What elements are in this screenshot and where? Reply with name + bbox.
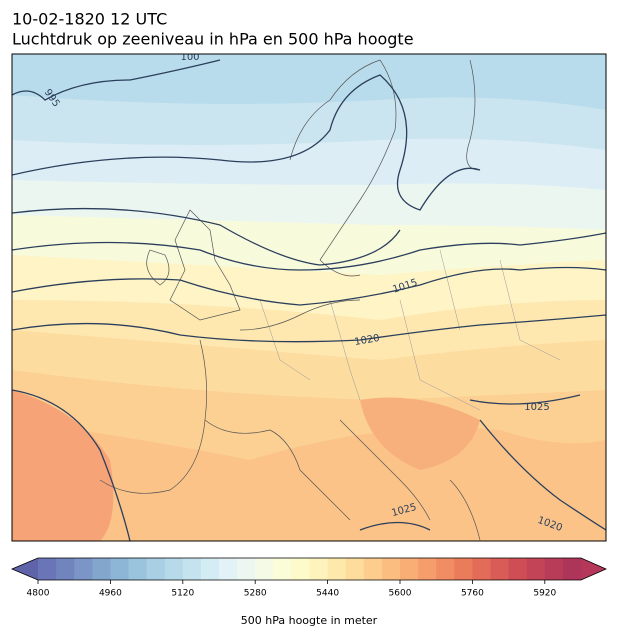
colorbar-tick-label: 4960 <box>99 589 122 599</box>
colorbar-bin <box>110 558 129 580</box>
colorbar-bin <box>255 558 274 580</box>
colorbar-bin <box>454 558 473 580</box>
colorbar-tick-label: 5440 <box>316 589 339 599</box>
colorbar-bin <box>219 558 238 580</box>
colorbar-bin <box>436 558 455 580</box>
colorbar-label: 500 hPa hoogte in meter <box>241 614 378 627</box>
colorbar-bin <box>182 558 202 580</box>
colorbar-bin <box>128 558 148 580</box>
colorbar-bin <box>273 558 292 580</box>
colorbar-bin <box>291 558 310 580</box>
colorbar-tick-label: 5280 <box>244 589 267 599</box>
map: 100 995 1015 1020 1025 1025 1020 <box>12 52 606 541</box>
colorbar-bin <box>418 558 437 580</box>
colorbar-bin <box>38 558 57 580</box>
colorbar-bin <box>363 558 383 580</box>
colorbar-tick-label: 4800 <box>27 589 50 599</box>
colorbar-bin <box>164 558 184 580</box>
title: 10-02-1820 12 UTC <box>12 10 167 29</box>
colorbar-bin <box>56 558 75 580</box>
colorbar-bin <box>237 558 256 580</box>
colorbar-tick-label: 5760 <box>461 589 484 599</box>
colorbar-bin <box>146 558 166 580</box>
map-frame <box>11 53 607 542</box>
isobar-label: 100 <box>180 52 199 63</box>
colorbar-under <box>12 558 38 580</box>
isobar-label: 1025 <box>524 402 549 413</box>
colorbar-bin <box>526 558 546 580</box>
isobar-label: 1020 <box>354 333 381 348</box>
colorbar-bin <box>472 558 491 580</box>
colorbar-bin <box>490 558 510 580</box>
colorbar-over <box>581 558 606 580</box>
colorbar-bin <box>200 558 220 580</box>
colorbar-bin <box>345 558 365 580</box>
colorbar-bin <box>508 558 528 580</box>
colorbar-bin <box>327 558 347 580</box>
subtitle: Luchtdruk op zeeniveau in hPa en 500 hPa… <box>12 30 414 49</box>
colorbar-bin <box>92 558 111 580</box>
colorbar-bin <box>381 558 401 580</box>
colorbar-tick-label: 5120 <box>171 589 194 599</box>
colorbar: 4800 4960 5120 5280 5440 5600 5760 5920 <box>10 557 607 599</box>
colorbar-bin <box>74 558 93 580</box>
colorbar-bin <box>400 558 419 580</box>
colorbar-bin <box>309 558 329 580</box>
colorbar-bin <box>562 558 582 580</box>
colorbar-bin <box>544 558 564 580</box>
colorbar-tick-label: 5600 <box>389 589 412 599</box>
colorbar-tick-label: 5920 <box>533 589 556 599</box>
